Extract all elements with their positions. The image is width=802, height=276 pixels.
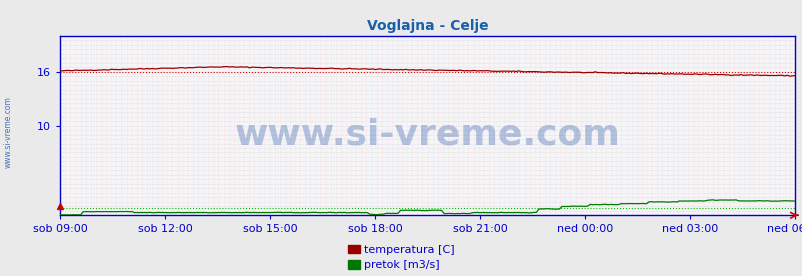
Text: www.si-vreme.com: www.si-vreme.com xyxy=(4,97,13,168)
Title: Voglajna - Celje: Voglajna - Celje xyxy=(367,19,488,33)
Legend: temperatura [C], pretok [m3/s]: temperatura [C], pretok [m3/s] xyxy=(348,245,454,270)
Text: www.si-vreme.com: www.si-vreme.com xyxy=(234,118,620,152)
